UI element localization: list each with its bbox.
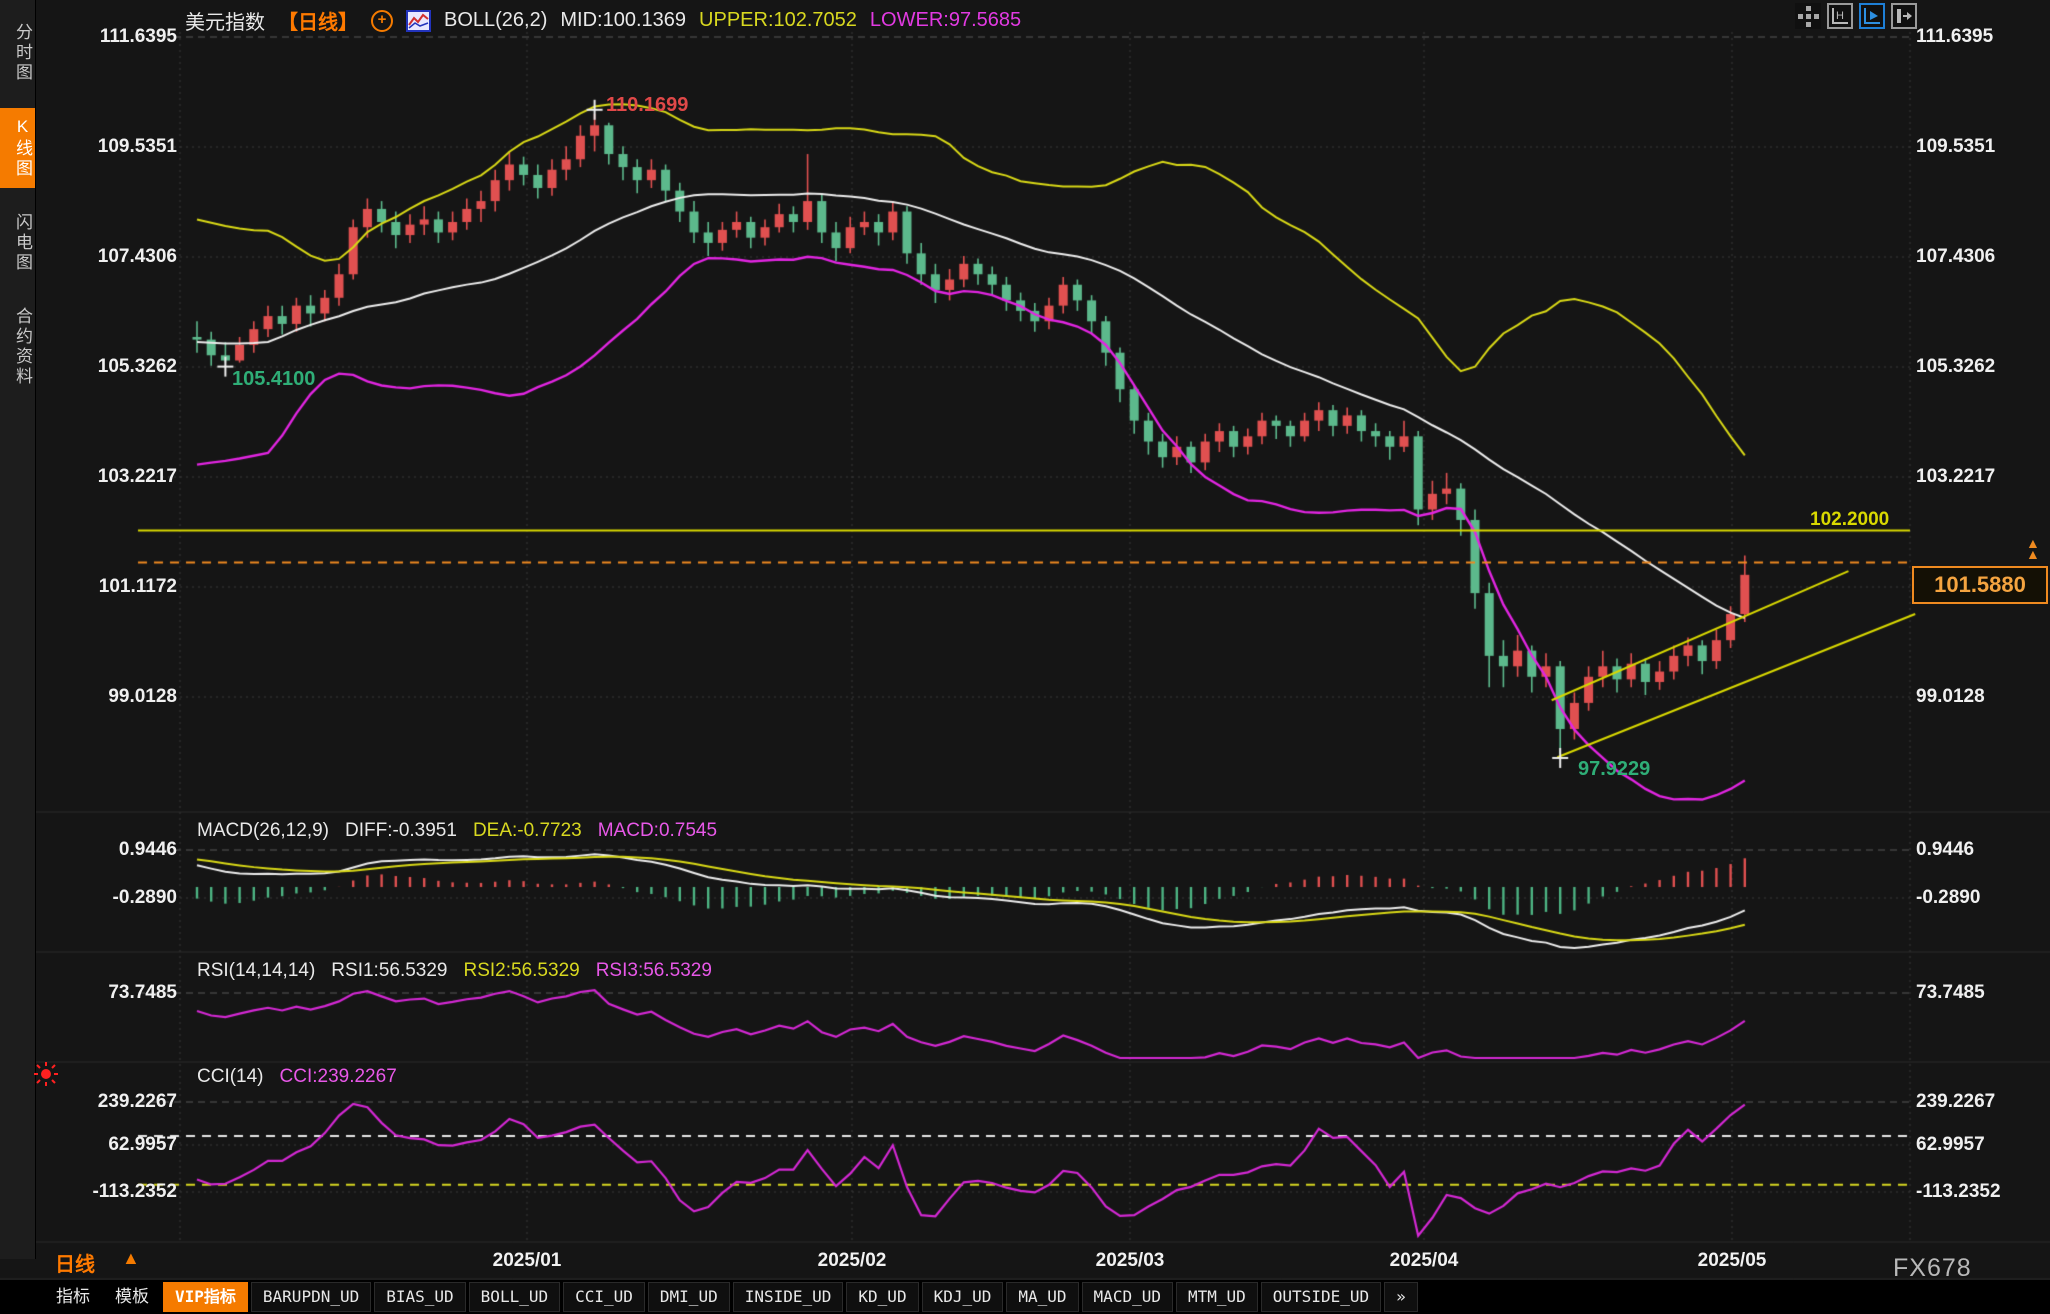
rsi3-value: RSI3:56.5329 [595, 960, 712, 981]
macd-value: MACD:0.7545 [597, 820, 718, 841]
indicator-tab-inside_ud[interactable]: INSIDE_UD [732, 1282, 844, 1312]
y-axis-label: -0.2890 [1916, 887, 1981, 908]
y-axis-label: 239.2267 [97, 1091, 177, 1112]
macd-dea-value: DEA:-0.7723 [472, 820, 582, 841]
chart-style-icon[interactable] [406, 9, 431, 32]
y-axis-label: 99.0128 [108, 686, 177, 707]
symbol-name: 美元指数 [185, 12, 265, 34]
price-up-arrows-icon: ▲ ▲ [2026, 535, 2040, 562]
y-axis-label: 109.5351 [1916, 136, 1996, 157]
period-dropdown-icon[interactable]: ▲ [122, 1248, 140, 1268]
x-axis-month-label: 2025/05 [1697, 1250, 1767, 1271]
y-axis-label: 73.7485 [108, 982, 177, 1003]
crosshair-move-icon[interactable] [1795, 3, 1821, 29]
boll-mid-value: MID:100.1369 [560, 9, 687, 31]
y-axis-label: 105.3262 [1916, 356, 1996, 377]
cci-title[interactable]: CCI(14) [197, 1066, 264, 1087]
rsi2-value: RSI2:56.5329 [463, 960, 580, 981]
indicator-tab-kd_ud[interactable]: KD_UD [846, 1282, 919, 1312]
rsi-title[interactable]: RSI(14,14,14) [197, 960, 316, 981]
y-axis-label: 239.2267 [1916, 1091, 1996, 1112]
current-period-label[interactable]: 日线 [55, 1254, 95, 1276]
indicator-tab-outside_ud[interactable]: OUTSIDE_UD [1260, 1282, 1382, 1312]
indicator-tab-barupdn_ud[interactable]: BARUPDN_UD [250, 1282, 372, 1312]
indicator-tab-boll_ud[interactable]: BOLL_UD [468, 1282, 561, 1312]
indicator-tab-[interactable]: 指标 [56, 1287, 90, 1307]
cci-value: CCI:239.2267 [279, 1066, 397, 1087]
axis-scale-h-icon[interactable]: H [1827, 3, 1853, 29]
indicator-tab-dmi_ud[interactable]: DMI_UD [647, 1282, 730, 1312]
y-axis-label: -113.2352 [92, 1181, 177, 1202]
y-axis-label: 0.9446 [118, 839, 177, 860]
indicator-tab-[interactable]: 模板 [115, 1287, 149, 1307]
y-axis-label: -113.2352 [1916, 1181, 2001, 1202]
x-axis-month-label: 2025/02 [817, 1250, 887, 1271]
indicator-tab-cci_ud[interactable]: CCI_UD [563, 1282, 645, 1312]
chart-header: 美元指数 【日线】 + BOLL(26,2) MID:100.1369 UPPE… [185, 6, 1021, 35]
y-axis-label: 62.9957 [1916, 1134, 1985, 1155]
sidebar-item-2[interactable]: 闪电图 [13, 213, 32, 273]
brand-watermark: FX678 [1893, 1254, 1972, 1282]
macd-diff-value: DIFF:-0.3951 [345, 820, 457, 841]
svg-text:H: H [1836, 10, 1844, 22]
y-axis-label: 105.3262 [97, 356, 177, 377]
y-axis-label: 107.4306 [97, 246, 177, 267]
rsi-panel-header: RSI(14,14,14) RSI1:56.5329 RSI2:56.5329 … [197, 960, 712, 982]
indicator-tab-kdj_ud[interactable]: KDJ_UD [921, 1282, 1004, 1312]
indicator-tab-vip[interactable]: VIP指标 [163, 1282, 248, 1312]
boll-label: BOLL(26,2) [444, 9, 548, 31]
boll-lower-value: LOWER:97.5685 [869, 9, 1022, 31]
y-axis-label: 109.5351 [97, 136, 177, 157]
y-axis-label: 107.4306 [1916, 246, 1996, 267]
y-axis-label: 0.9446 [1916, 839, 1975, 860]
indicator-tab-bar: 指标 模板 VIP指标 BARUPDN_UD BIAS_UD BOLL_UD CCI_UD D… [0, 1280, 2050, 1314]
chart-type-sidebar: 分时图 K线图闪电图合约资料 [0, 0, 36, 1259]
y-axis-label: 73.7485 [1916, 982, 1985, 1003]
y-axis-label: -0.2890 [112, 887, 177, 908]
y-axis-label: 99.0128 [1916, 686, 1985, 707]
indicator-tab-ma_ud[interactable]: MA_UD [1006, 1282, 1079, 1312]
macd-panel-header: MACD(26,12,9) DIFF:-0.3951 DEA:-0.7723 M… [197, 820, 717, 842]
y-axis-label: 62.9957 [108, 1134, 177, 1155]
indicator-tab-bias_ud[interactable]: BIAS_UD [374, 1282, 466, 1312]
y-axis-label: 111.6395 [99, 26, 177, 47]
indicator-tab-[interactable]: » [1384, 1282, 1418, 1312]
y-axis-label: 111.6395 [1916, 26, 1994, 47]
swing-high-label: 110.1699 [606, 94, 689, 116]
add-indicator-icon[interactable]: + [371, 9, 393, 32]
y-axis-label: 101.1172 [98, 576, 177, 597]
sidebar-item-0[interactable]: 分时图 [13, 23, 32, 83]
x-axis-month-label: 2025/04 [1389, 1250, 1459, 1271]
chart-toolbar: H [1795, 3, 1917, 29]
hline-price-label: 102.2000 [1810, 509, 1890, 530]
swing-low-apr-label: 97.9229 [1578, 758, 1651, 780]
indicator-tab-mtm_ud[interactable]: MTM_UD [1175, 1282, 1258, 1312]
indicator-tab-macd_ud[interactable]: MACD_UD [1081, 1282, 1173, 1312]
cci-panel-header: CCI(14) CCI:239.2267 [197, 1066, 397, 1088]
swing-low-dec-label: 105.4100 [232, 368, 316, 390]
axis-play-icon[interactable] [1859, 3, 1885, 29]
last-price-box: 101.5880 [1912, 566, 2048, 604]
time-axis-row: 日线 ▲ [0, 1246, 2050, 1278]
sidebar-item-1[interactable]: K线图 [0, 108, 35, 188]
boll-upper-value: UPPER:102.7052 [699, 9, 857, 31]
rsi1-value: RSI1:56.5329 [331, 960, 448, 981]
y-axis-label: 103.2217 [1916, 466, 1996, 487]
sidebar-item-3[interactable]: 合约资料 [13, 307, 32, 387]
exit-fullscreen-icon[interactable] [1891, 3, 1917, 29]
period-tag[interactable]: 【日线】 [278, 12, 358, 34]
x-axis-month-label: 2025/03 [1095, 1250, 1165, 1271]
alert-sun-icon[interactable] [32, 1060, 60, 1088]
x-axis-month-label: 2025/01 [492, 1250, 562, 1271]
y-axis-label: 103.2217 [97, 466, 177, 487]
macd-title[interactable]: MACD(26,12,9) [197, 820, 329, 841]
